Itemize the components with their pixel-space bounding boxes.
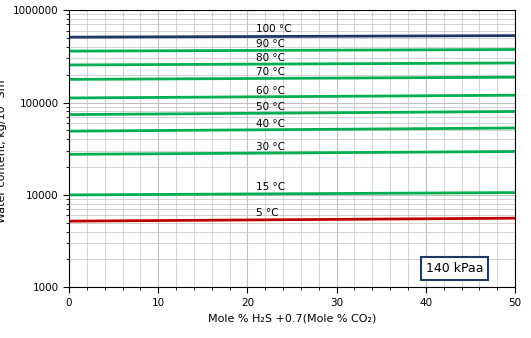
Text: 5 °C: 5 °C xyxy=(256,208,279,218)
Text: 80 °C: 80 °C xyxy=(256,53,285,63)
Text: 70 °C: 70 °C xyxy=(256,67,285,77)
X-axis label: Mole % H₂S +0.7(Mole % CO₂): Mole % H₂S +0.7(Mole % CO₂) xyxy=(208,313,376,323)
Text: 90 °C: 90 °C xyxy=(256,39,285,49)
Text: 140 kPaa: 140 kPaa xyxy=(426,262,483,275)
Text: 15 °C: 15 °C xyxy=(256,182,286,192)
Y-axis label: Water content, kg/10⁶ Sm³: Water content, kg/10⁶ Sm³ xyxy=(0,75,7,223)
Text: 40 °C: 40 °C xyxy=(256,119,285,129)
Text: 60 °C: 60 °C xyxy=(256,86,285,96)
Text: 50 °C: 50 °C xyxy=(256,102,285,112)
Text: 100 °C: 100 °C xyxy=(256,24,292,34)
Text: 30 °C: 30 °C xyxy=(256,142,285,152)
